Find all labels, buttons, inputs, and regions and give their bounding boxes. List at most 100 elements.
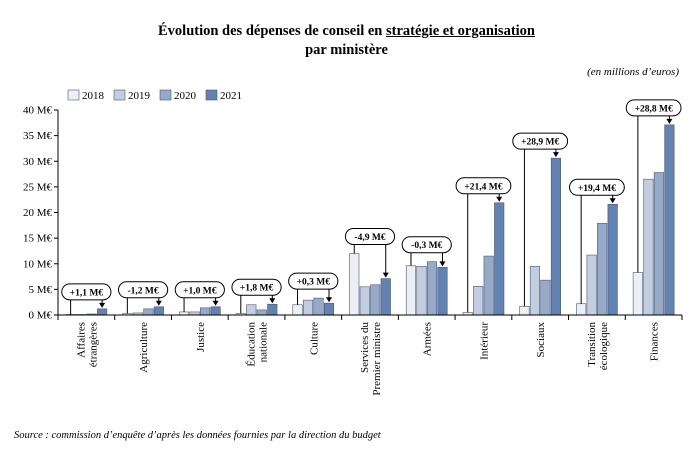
annotation-bubble	[231, 278, 282, 296]
bar-2018	[292, 304, 303, 316]
chart-title: Évolution des dépenses de conseil en str…	[0, 22, 693, 60]
annotation-label: +21,4 M€	[464, 182, 502, 192]
annotation-label: +28,8 M€	[635, 104, 673, 114]
bar-2019	[302, 299, 314, 316]
category-label: Services du	[359, 322, 371, 374]
title-part-1: Évolution des dépenses de conseil en	[158, 23, 386, 39]
bar-2021	[437, 267, 448, 316]
annotation-arrowhead	[212, 300, 219, 306]
annotation-arrowhead	[326, 297, 333, 303]
bar-2018	[632, 272, 643, 316]
category-label: Intérieur	[478, 322, 490, 360]
bar-2019	[246, 304, 257, 316]
bar-2021	[153, 306, 164, 316]
category-label: écologique	[598, 322, 610, 370]
legend-label-2018: 2018	[82, 90, 105, 102]
bar-2020	[426, 261, 438, 316]
bar-2021	[550, 157, 561, 316]
units-note: (en millions d’euros)	[587, 66, 679, 78]
bar-2019	[529, 266, 540, 316]
category-label: Culture	[308, 322, 320, 355]
annotation-arrowhead	[609, 198, 616, 204]
bar-2019	[643, 178, 654, 316]
bar-2021	[380, 278, 391, 316]
category-label: Affaires	[75, 322, 87, 358]
bar-2020	[540, 279, 551, 316]
y-tick-label: 30 M€	[23, 156, 53, 168]
annotation-arrowhead	[269, 298, 276, 304]
bar-2021	[494, 202, 505, 316]
bar-2021	[664, 124, 675, 316]
annotation-bubble	[174, 281, 225, 299]
annotation-label: +1,0 M€	[183, 286, 217, 296]
bar-2018	[349, 253, 360, 316]
bar-2018	[405, 265, 417, 316]
annotation-arrowhead	[552, 152, 559, 158]
bar-2019	[586, 254, 597, 316]
category-label: Éducation	[246, 322, 258, 367]
annotation-label: +1,1 M€	[70, 288, 104, 298]
category-label: Sociaux	[535, 322, 547, 358]
annotation-bubble	[401, 236, 452, 254]
annotation-label: +1,8 M€	[240, 284, 274, 294]
legend-swatch-2019	[113, 89, 126, 101]
y-tick-label: 15 M€	[23, 233, 53, 245]
bar-2019	[359, 286, 370, 316]
category-label: Finances	[649, 322, 661, 361]
category-label: Armées	[422, 322, 434, 356]
annotation-label: -4,9 M€	[354, 233, 385, 243]
annotation-arrowhead	[99, 302, 106, 308]
bar-2020	[200, 307, 211, 316]
category-label: Justice	[195, 322, 207, 352]
annotation-label: +28,9 M€	[521, 138, 559, 148]
annotation-bubble	[625, 99, 682, 117]
bar-2021	[267, 303, 278, 316]
annotation-arrowhead	[382, 272, 389, 278]
legend-label-2020: 2020	[174, 90, 197, 102]
annotation-bubble	[512, 132, 569, 150]
legend-swatch-2021	[205, 89, 218, 101]
annotation-arrowhead	[439, 261, 446, 267]
bar-2020	[653, 172, 664, 316]
source-note: Source : commission d’enquête d’après le…	[14, 430, 381, 441]
bar-2020	[597, 222, 608, 316]
y-tick-label: 25 M€	[23, 181, 53, 193]
bar-2018	[519, 305, 530, 316]
bar-2018	[576, 303, 587, 316]
annotation-label: +19,4 M€	[578, 184, 616, 194]
category-label: Transition	[586, 322, 598, 367]
bar-2020	[313, 297, 324, 316]
category-label: Premier ministre	[371, 322, 383, 396]
y-tick-label: 40 M€	[23, 105, 53, 117]
annotation-bubble	[455, 177, 512, 195]
annotation-arrowhead	[155, 300, 162, 306]
legend-label-2019: 2019	[128, 90, 151, 102]
category-label: Agriculture	[138, 322, 150, 373]
title-part-2: stratégie et organisation	[386, 23, 535, 39]
bar-2020	[370, 284, 381, 316]
annotation-bubble	[569, 178, 625, 196]
y-tick-label: 10 M€	[23, 258, 53, 270]
legend-label-2021: 2021	[220, 90, 242, 102]
y-tick-label: 5 M€	[28, 284, 52, 296]
bar-2020	[143, 308, 154, 316]
annotation-bubble	[344, 228, 396, 245]
bar-2021	[210, 306, 221, 316]
annotation-label: -1,2 M€	[128, 286, 159, 296]
annotation-arrowhead	[496, 196, 503, 202]
annotation-bubble	[117, 281, 169, 299]
category-label: étrangères	[87, 322, 99, 367]
bar-2020	[256, 309, 267, 316]
bar-2021	[97, 308, 108, 316]
y-tick-label: 35 M€	[23, 130, 53, 142]
bar-2021	[607, 204, 618, 316]
annotation-bubble	[288, 272, 339, 290]
category-label: nationale	[258, 322, 270, 362]
bar-2020	[483, 255, 494, 316]
annotation-label: -0,3 M€	[411, 241, 442, 251]
y-tick-label: 20 M€	[23, 207, 53, 219]
bar-2021	[323, 302, 335, 316]
bar-2019	[473, 285, 484, 316]
y-tick-label: 0 M€	[28, 310, 52, 322]
